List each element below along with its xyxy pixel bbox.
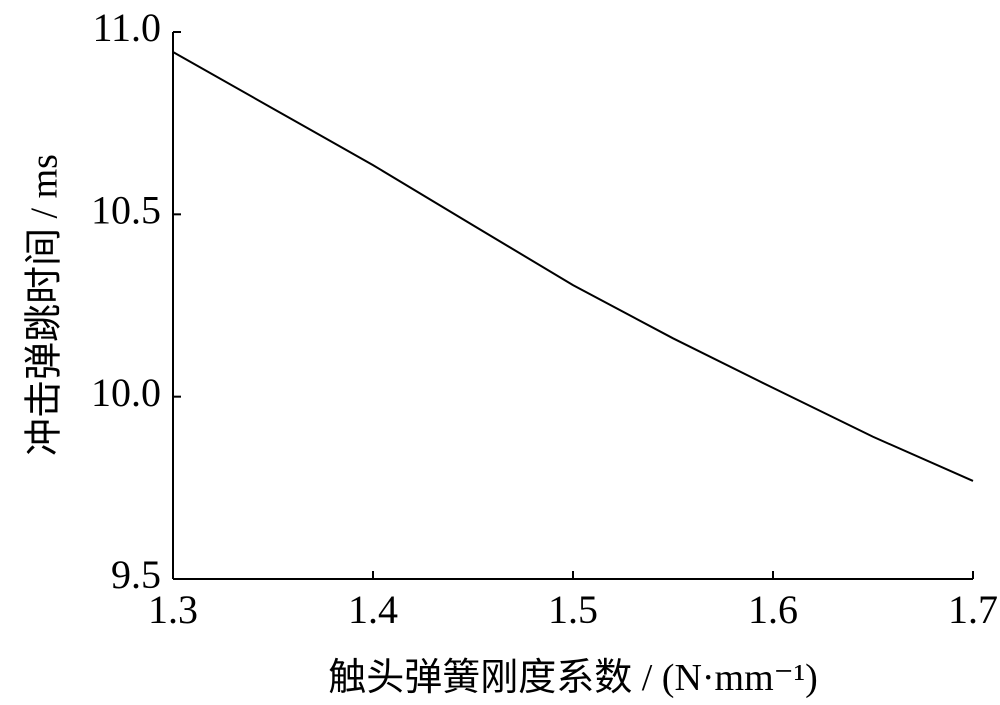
x-tick-label: 1.5 [548,587,598,632]
x-tick-label: 1.7 [948,587,998,632]
x-axis-label: 触头弹簧刚度系数 / (N·mm⁻¹) [328,657,818,699]
y-axis-label: 冲击弹跳时间 / ms [24,154,66,456]
y-tick-label: 9.5 [111,552,161,597]
x-tick-label: 1.3 [148,587,198,632]
x-tick-label: 1.6 [748,587,798,632]
y-tick-label: 11.0 [92,5,161,50]
y-tick-label: 10.5 [91,188,161,233]
x-tick-label: 1.4 [348,587,398,632]
y-tick-label: 10.0 [91,370,161,415]
line [172,51,974,482]
